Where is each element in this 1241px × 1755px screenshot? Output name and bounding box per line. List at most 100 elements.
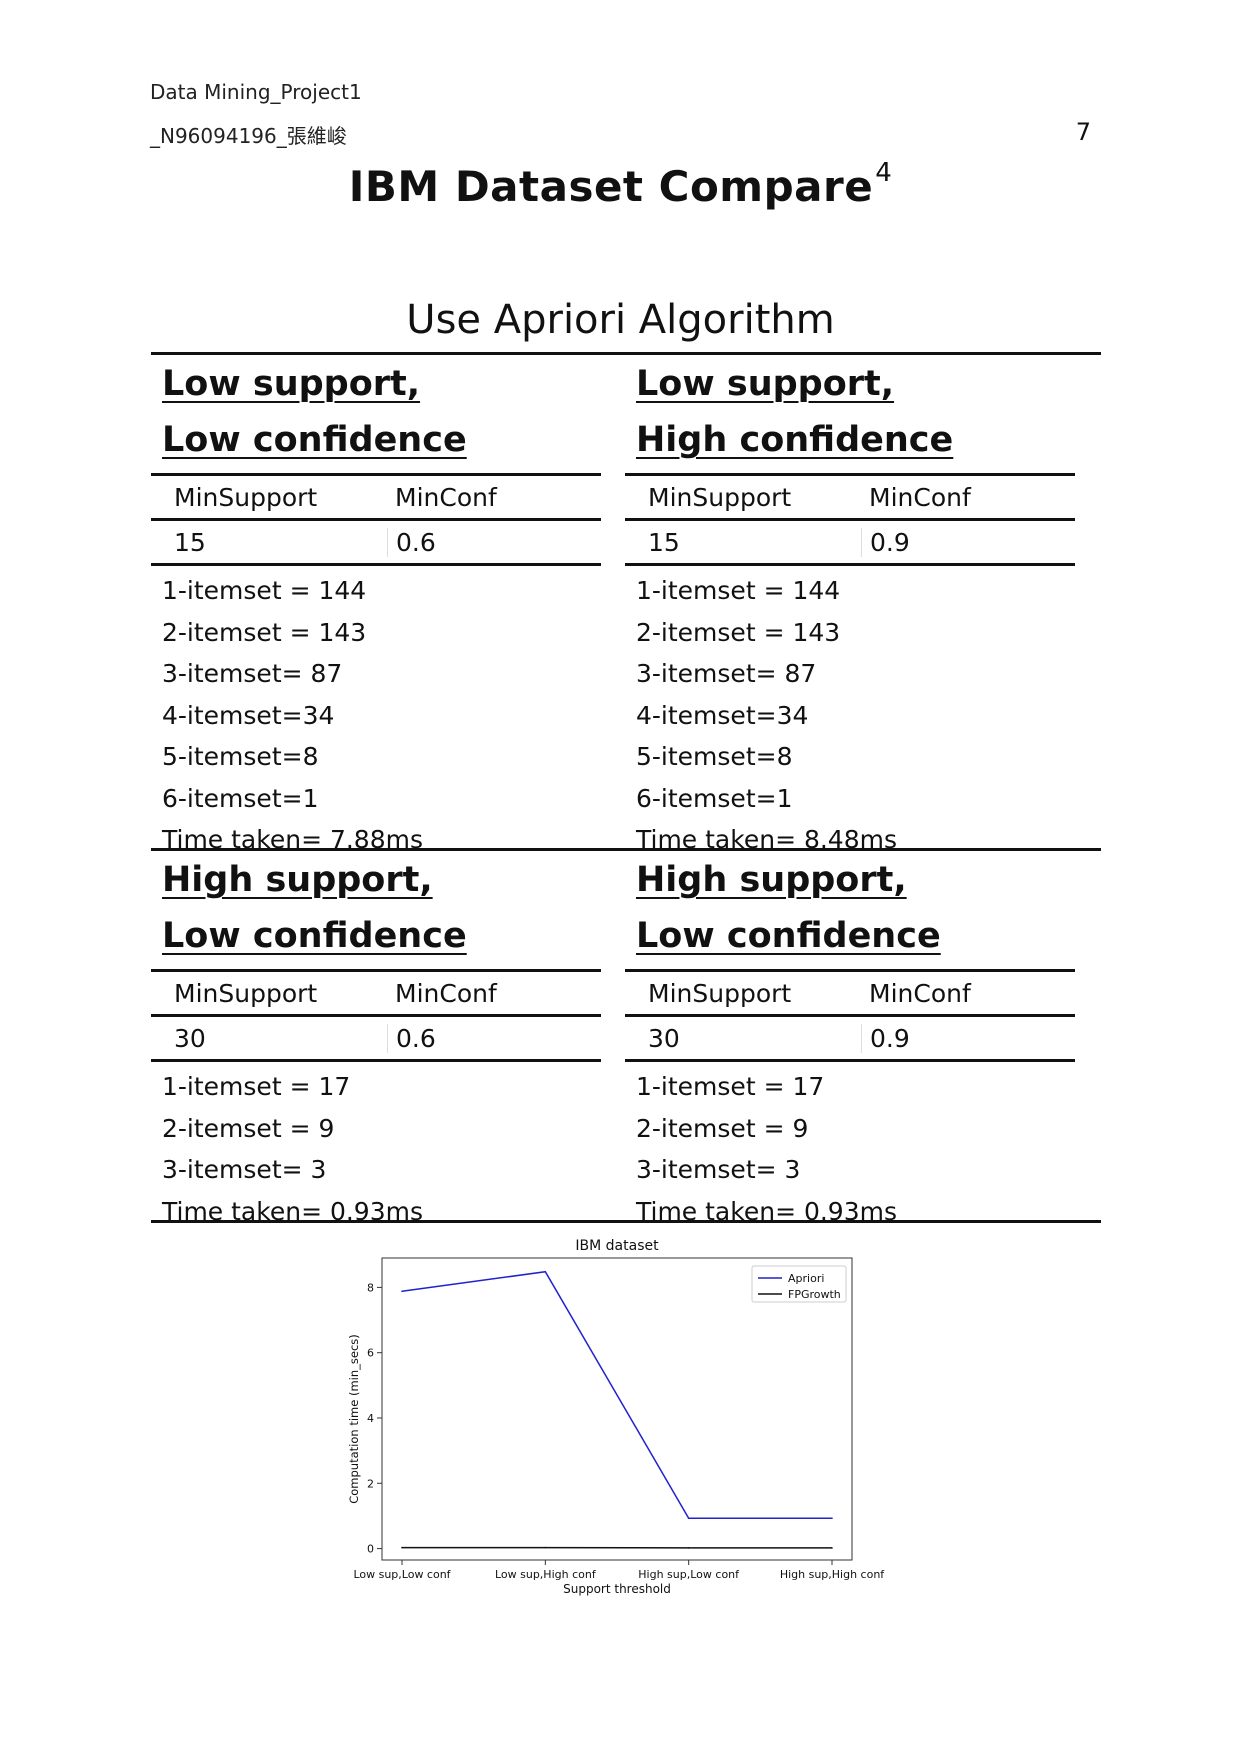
minsupport-value: 15 (648, 527, 680, 557)
minconf-value: 0.9 (861, 1023, 1075, 1053)
y-tick-label: 6 (367, 1347, 374, 1360)
result-line: 4-itemset=34 (636, 700, 809, 730)
table-bottom-rule (151, 1220, 1101, 1223)
x-tick-label: High sup,High conf (780, 1568, 885, 1581)
quadrant-heading-confidence: Low confidence (162, 916, 467, 956)
result-line: 2-itemset = 143 (162, 617, 367, 647)
minconf-value: 0.6 (387, 527, 601, 557)
result-line: 1-itemset = 144 (636, 576, 841, 605)
result-line: 1-itemset = 17 (162, 1072, 351, 1101)
quadrant-heading: Low support, Low confidence (162, 356, 601, 468)
time-taken: Time taken= 0.93ms (636, 1196, 897, 1226)
quadrant-high-sup-high-conf: High support, Low confidence MinSupport … (625, 852, 1075, 1232)
series-point-apriori (401, 1290, 403, 1293)
table-top-rule (151, 352, 1101, 355)
quadrant-heading-confidence: Low confidence (162, 420, 467, 460)
result-line: 6-itemset=1 (636, 783, 793, 813)
minconf-header: MinConf (869, 482, 971, 512)
quadrant-high-sup-low-conf: High support, Low confidence MinSupport … (151, 852, 601, 1232)
x-tick-label: Low sup,High conf (495, 1568, 597, 1581)
minsupport-value: 15 (174, 527, 206, 557)
y-axis-label: Computation time (min_secs) (347, 1334, 361, 1504)
param-value-row: 30 0.6 (151, 1017, 601, 1062)
series-point-fpgrowth (544, 1546, 547, 1549)
quadrant-heading-support: Low support, (636, 364, 895, 404)
series-point-apriori (831, 1517, 833, 1520)
param-value-row: 15 0.6 (151, 521, 601, 566)
minconf-header: MinConf (395, 482, 497, 512)
y-tick-label: 0 (367, 1543, 374, 1556)
result-line: 5-itemset=8 (636, 742, 793, 771)
legend-label: FPGrowth (788, 1288, 841, 1301)
minconf-header: MinConf (395, 978, 497, 1008)
minsupport-header: MinSupport (648, 978, 792, 1008)
result-line: 6-itemset=1 (162, 783, 319, 813)
series-line-apriori (401, 1270, 832, 1519)
minsupport-header: MinSupport (174, 978, 318, 1008)
series-point-fpgrowth (687, 1547, 690, 1549)
param-header-row: MinSupport MinConf (625, 476, 1075, 521)
chart-title: IBM dataset (575, 1238, 659, 1254)
series-point-apriori (544, 1270, 547, 1273)
minsupport-value: 30 (174, 1023, 206, 1053)
y-tick-label: 8 (367, 1281, 374, 1294)
y-tick-label: 4 (367, 1412, 374, 1425)
param-table: MinSupport MinConf 15 0.6 (151, 473, 601, 566)
result-line: 5-itemset=8 (162, 742, 319, 771)
series-point-fpgrowth (831, 1547, 833, 1549)
footnote-marker: 4 (875, 158, 893, 188)
header-student-id: _N96094196_張維峻 (150, 124, 347, 148)
result-line: 2-itemset = 9 (636, 1113, 809, 1143)
quadrant-heading-support: High support, (636, 860, 907, 900)
param-table: MinSupport MinConf 30 0.9 (625, 969, 1075, 1062)
ibm-dataset-chart: IBM dataset 0 2 4 6 8 Low sup,Low conf Low sup,… (340, 1230, 920, 1610)
page-title-text: IBM Dataset Compare (348, 162, 874, 211)
result-line: 4-itemset=34 (162, 700, 335, 730)
result-line: 3-itemset= 87 (636, 659, 817, 688)
param-table: MinSupport MinConf 15 0.9 (625, 473, 1075, 566)
section-subtitle: Use Apriori Algorithm (406, 297, 835, 343)
page-number: 7 (1075, 118, 1091, 146)
minconf-value: 0.6 (387, 1023, 601, 1053)
x-axis-label: Support threshold (563, 1582, 671, 1596)
quadrant-heading-confidence: High confidence (636, 420, 954, 460)
series-point-apriori (687, 1517, 690, 1520)
quadrant-heading: High support, Low confidence (162, 852, 601, 964)
quadrant-low-sup-high-conf: Low support, High confidence MinSupport … (625, 356, 1075, 861)
time-taken: Time taken= 0.93ms (162, 1196, 423, 1226)
result-line: 1-itemset = 144 (162, 576, 367, 605)
legend-box (751, 1265, 847, 1303)
result-line: 2-itemset = 143 (636, 617, 841, 647)
param-value-row: 15 0.9 (625, 521, 1075, 566)
param-header-row: MinSupport MinConf (625, 972, 1075, 1017)
quadrant-heading: Low support, High confidence (636, 356, 1075, 468)
plot-frame (381, 1257, 853, 1561)
result-line: 3-itemset= 3 (162, 1155, 327, 1184)
itemset-results: 1-itemset = 144 2-itemset = 143 3-itemse… (636, 570, 1075, 861)
param-header-row: MinSupport MinConf (151, 476, 601, 521)
result-line: 2-itemset = 9 (162, 1113, 335, 1143)
line-chart: IBM dataset 0 2 4 6 8 Low sup,Low conf Low sup,… (347, 1238, 885, 1596)
minsupport-header: MinSupport (174, 482, 318, 512)
quadrant-low-sup-low-conf: Low support, Low confidence MinSupport M… (151, 356, 601, 861)
x-tick-label: Low sup,Low conf (353, 1568, 451, 1581)
itemset-results: 1-itemset = 17 2-itemset = 9 3-itemset= … (162, 1066, 601, 1232)
param-table: MinSupport MinConf 30 0.6 (151, 969, 601, 1062)
minsupport-value: 30 (648, 1023, 680, 1053)
minconf-value: 0.9 (861, 527, 1075, 557)
quadrant-heading: High support, Low confidence (636, 852, 1075, 964)
itemset-results: 1-itemset = 144 2-itemset = 143 3-itemse… (162, 570, 601, 861)
result-line: 1-itemset = 17 (636, 1072, 825, 1101)
y-tick-label: 2 (367, 1477, 374, 1490)
header-course: Data Mining_Project1 (150, 80, 362, 104)
result-line: 3-itemset= 3 (636, 1155, 801, 1184)
page-title: IBM Dataset Compare4 (0, 158, 1241, 211)
quadrant-heading-support: Low support, (162, 364, 421, 404)
legend-label: Apriori (788, 1272, 824, 1285)
result-line: 3-itemset= 87 (162, 659, 343, 688)
table-middle-rule (151, 848, 1101, 851)
time-taken: Time taken= 7.88ms (162, 825, 423, 854)
param-header-row: MinSupport MinConf (151, 972, 601, 1017)
minconf-header: MinConf (869, 978, 971, 1008)
quadrant-heading-support: High support, (162, 860, 433, 900)
